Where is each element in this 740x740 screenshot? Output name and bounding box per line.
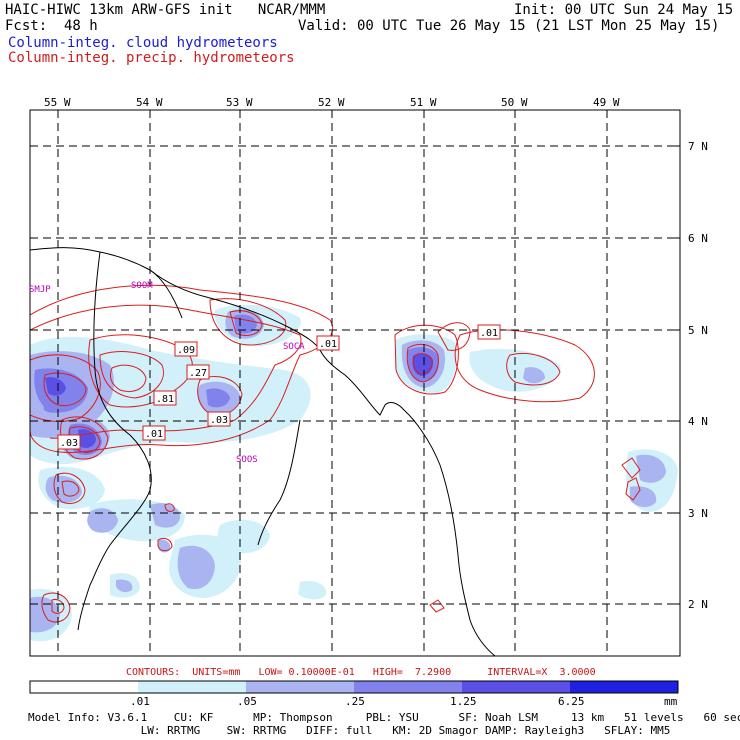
contours-info: CONTOURS: UNITS=mm LOW= 0.10000E-01 HIGH… xyxy=(126,667,596,678)
lon-label: 53 W xyxy=(226,96,253,109)
lat-label: 7 N xyxy=(688,140,708,153)
header-title: HAIC-HIWC 13km ARW-GFS init NCAR/MMM xyxy=(5,2,326,18)
valid-time: Valid: 00 UTC Tue 26 May 15 (21 LST Mon … xyxy=(298,18,720,34)
contour-labels: .09 .27 .81 .03 .01 .03 .01 .01 xyxy=(57,324,501,450)
scale-label: .05 xyxy=(237,695,257,708)
contour-label: .01 xyxy=(319,339,337,350)
scale-label: .01 xyxy=(130,695,150,708)
lat-label: 5 N xyxy=(688,324,708,337)
field-title-cloud: Column-integ. cloud hydrometeors xyxy=(8,35,278,51)
longitude-labels: 55 W 54 W 53 W 52 W 51 W 50 W 49 W xyxy=(44,96,620,109)
contour-label: .27 xyxy=(189,368,207,379)
scale-unit: mm xyxy=(664,695,678,708)
lon-label: 51 W xyxy=(410,96,437,109)
lon-label: 55 W xyxy=(44,96,71,109)
contour-label: .09 xyxy=(177,345,195,356)
model-info-line1: Model Info: V3.6.1 CU: KF MP: Thompson P… xyxy=(28,711,740,724)
station-labels: SMJP SOCA SOOS SOOM xyxy=(29,281,305,465)
station-smjp: SMJP xyxy=(29,285,51,295)
lon-label: 49 W xyxy=(593,96,620,109)
lon-label: 50 W xyxy=(501,96,528,109)
model-info-line2: LW: RRTMG SW: RRTMG DIFF: full KM: 2D Sm… xyxy=(28,724,671,737)
latitude-labels: 7 N 6 N 5 N 4 N 3 N 2 N xyxy=(688,140,708,611)
map-frame xyxy=(29,109,681,657)
fcst-value: 48 h xyxy=(64,18,98,34)
lat-label: 4 N xyxy=(688,415,708,428)
contour-label: .01 xyxy=(480,328,498,339)
init-time: Init: 00 UTC Sun 24 May 15 xyxy=(514,2,734,18)
station-soos: SOOS xyxy=(236,455,258,465)
graticule xyxy=(30,110,680,656)
contour-label: .03 xyxy=(60,438,78,449)
contour-label: .03 xyxy=(210,415,228,426)
lat-label: 6 N xyxy=(688,232,708,245)
lon-label: 52 W xyxy=(318,96,345,109)
lat-label: 2 N xyxy=(688,598,708,611)
color-scale-bar xyxy=(29,680,679,694)
station-soca: SOCA xyxy=(283,342,305,352)
station-soom: SOOM xyxy=(131,281,153,291)
scale-label: .25 xyxy=(345,695,365,708)
field-title-precip: Column-integ. precip. hydrometeors xyxy=(8,50,295,66)
lon-label: 54 W xyxy=(136,96,163,109)
scale-label: 6.25 xyxy=(558,695,585,708)
fcst-label: Fcst: xyxy=(5,18,48,34)
contour-label: .01 xyxy=(145,429,163,440)
contour-label: .81 xyxy=(156,394,174,405)
scale-label: 1.25 xyxy=(450,695,477,708)
lat-label: 3 N xyxy=(688,507,708,520)
tick-marks xyxy=(57,110,680,605)
shaded-fields xyxy=(30,284,678,642)
